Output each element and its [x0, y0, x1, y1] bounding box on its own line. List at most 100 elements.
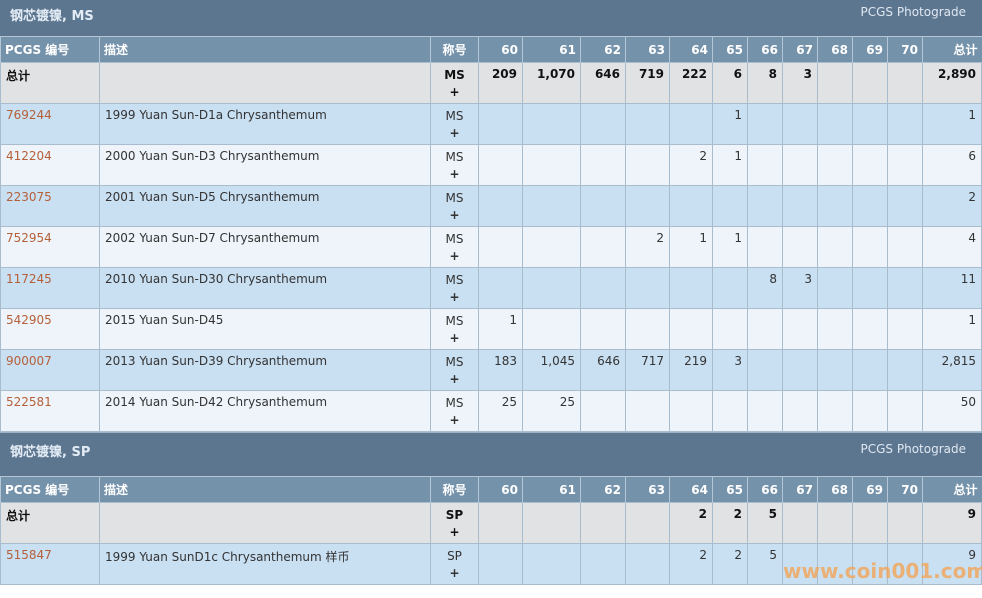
- designation: MS: [445, 109, 464, 123]
- table-row: 522581 2014 Yuan Sun-D42 Chrysanthemum M…: [0, 390, 982, 432]
- grade-count: 5: [747, 502, 783, 544]
- column-header: 61: [522, 37, 581, 63]
- designation: MS: [444, 68, 465, 82]
- pcgs-number-cell: 117245: [0, 267, 100, 309]
- column-header: 称号: [430, 37, 479, 63]
- pcgs-number-link[interactable]: 117245: [6, 272, 52, 286]
- designation: MS: [445, 396, 464, 410]
- photograde-link[interactable]: PCGS Photograde: [860, 5, 966, 19]
- grade-count: [625, 185, 670, 227]
- grade-count: 2: [669, 543, 713, 585]
- grade-count: [712, 390, 748, 432]
- grade-count: 1: [712, 144, 748, 186]
- grade-count: [887, 349, 923, 391]
- grade-count: [712, 308, 748, 350]
- row-total: 1: [922, 308, 982, 350]
- grade-count: [817, 543, 853, 585]
- population-table: PCGS 编号 描述 称号 60 61 62 63 64 65 66 67 68 69 70 总计 总计 S…: [0, 477, 982, 585]
- grade-count: [625, 144, 670, 186]
- grade-count: [580, 103, 626, 145]
- pcgs-number-link[interactable]: 522581: [6, 395, 52, 409]
- grade-count: 719: [625, 62, 670, 104]
- column-header: 60: [478, 37, 523, 63]
- column-header: 61: [522, 477, 581, 503]
- grade-count: 646: [580, 62, 626, 104]
- designation-cell: MS +: [430, 226, 479, 268]
- header-row: PCGS 编号 描述 称号 60 61 62 63 64 65 66 67 68 69 70 总计: [0, 477, 982, 503]
- designation-cell: MS +: [430, 103, 479, 145]
- column-header: 70: [887, 477, 923, 503]
- column-header: 63: [625, 37, 670, 63]
- plus-label: +: [449, 372, 460, 386]
- grade-count: 1,045: [522, 349, 581, 391]
- column-header: 64: [669, 37, 713, 63]
- grade-count: [522, 308, 581, 350]
- grade-count: [522, 543, 581, 585]
- grade-count: [817, 267, 853, 309]
- designation: MS: [445, 191, 464, 205]
- column-header: PCGS 编号: [0, 37, 100, 63]
- pcgs-number-link[interactable]: 542905: [6, 313, 52, 327]
- grade-count: [580, 267, 626, 309]
- grade-count: 219: [669, 349, 713, 391]
- pcgs-number-link[interactable]: 515847: [6, 548, 52, 562]
- description: 2014 Yuan Sun-D42 Chrysanthemum: [99, 390, 431, 432]
- section-title: 钢芯镀镍, SP: [10, 445, 91, 460]
- pcgs-number-link[interactable]: 412204: [6, 149, 52, 163]
- table-row: 117245 2010 Yuan Sun-D30 Chrysanthemum M…: [0, 267, 982, 309]
- plus-label: +: [449, 525, 460, 539]
- pcgs-number-cell: 900007: [0, 349, 100, 391]
- grade-count: [747, 226, 783, 268]
- grade-count: [522, 226, 581, 268]
- photograde-link[interactable]: PCGS Photograde: [860, 441, 966, 456]
- grade-count: [580, 543, 626, 585]
- grade-count: [625, 267, 670, 309]
- pcgs-number-link[interactable]: 223075: [6, 190, 52, 204]
- grade-count: 183: [478, 349, 523, 391]
- plus-label: +: [449, 290, 460, 304]
- pcgs-number-link[interactable]: 769244: [6, 108, 52, 122]
- grade-count: 1: [478, 308, 523, 350]
- column-header: 67: [782, 477, 818, 503]
- grade-count: [747, 185, 783, 227]
- designation: MS: [445, 355, 464, 369]
- grade-count: [852, 390, 888, 432]
- grade-count: [817, 144, 853, 186]
- grade-count: [782, 103, 818, 145]
- row-total: 6: [922, 144, 982, 186]
- table-row: 900007 2013 Yuan Sun-D39 Chrysanthemum M…: [0, 349, 982, 391]
- desc-cell: [99, 502, 431, 544]
- designation: MS: [445, 314, 464, 328]
- grade-count: [852, 226, 888, 268]
- grade-count: [817, 502, 853, 544]
- designation-cell: SP +: [430, 543, 479, 585]
- table-row: 769244 1999 Yuan Sun-D1a Chrysanthemum M…: [0, 103, 982, 145]
- pcgs-number-link[interactable]: 900007: [6, 354, 52, 368]
- grade-count: [782, 390, 818, 432]
- pcgs-number-link[interactable]: 752954: [6, 231, 52, 245]
- description: 2015 Yuan Sun-D45: [99, 308, 431, 350]
- grade-count: [852, 543, 888, 585]
- pcgs-number-cell: 522581: [0, 390, 100, 432]
- grade-count: [747, 390, 783, 432]
- grade-count: [887, 308, 923, 350]
- description: 2001 Yuan Sun-D5 Chrysanthemum: [99, 185, 431, 227]
- row-total: 11: [922, 267, 982, 309]
- plus-label: +: [449, 249, 460, 263]
- designation-cell: MS +: [430, 144, 479, 186]
- grade-count: [782, 226, 818, 268]
- row-total: 1: [922, 103, 982, 145]
- grade-count: 3: [782, 62, 818, 104]
- grade-count: [669, 308, 713, 350]
- total-count: 9: [922, 502, 982, 544]
- column-header: 60: [478, 477, 523, 503]
- grade-count: [747, 144, 783, 186]
- total-label: 总计: [0, 62, 100, 104]
- grade-count: [887, 267, 923, 309]
- grade-count: [625, 502, 670, 544]
- designation-cell: MS +: [430, 308, 479, 350]
- grade-count: 2: [669, 144, 713, 186]
- grade-count: [478, 267, 523, 309]
- grade-count: 5: [747, 543, 783, 585]
